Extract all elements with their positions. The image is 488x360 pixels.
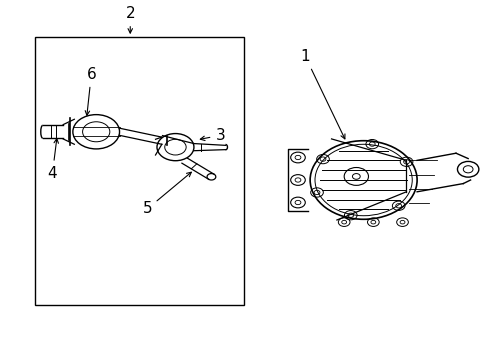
Text: 6: 6 — [85, 67, 96, 115]
Text: 1: 1 — [300, 49, 344, 139]
Text: 4: 4 — [47, 139, 59, 181]
Text: 2: 2 — [125, 6, 135, 33]
Text: 5: 5 — [142, 172, 191, 216]
Text: 3: 3 — [200, 128, 224, 143]
Bar — [35, 37, 244, 305]
